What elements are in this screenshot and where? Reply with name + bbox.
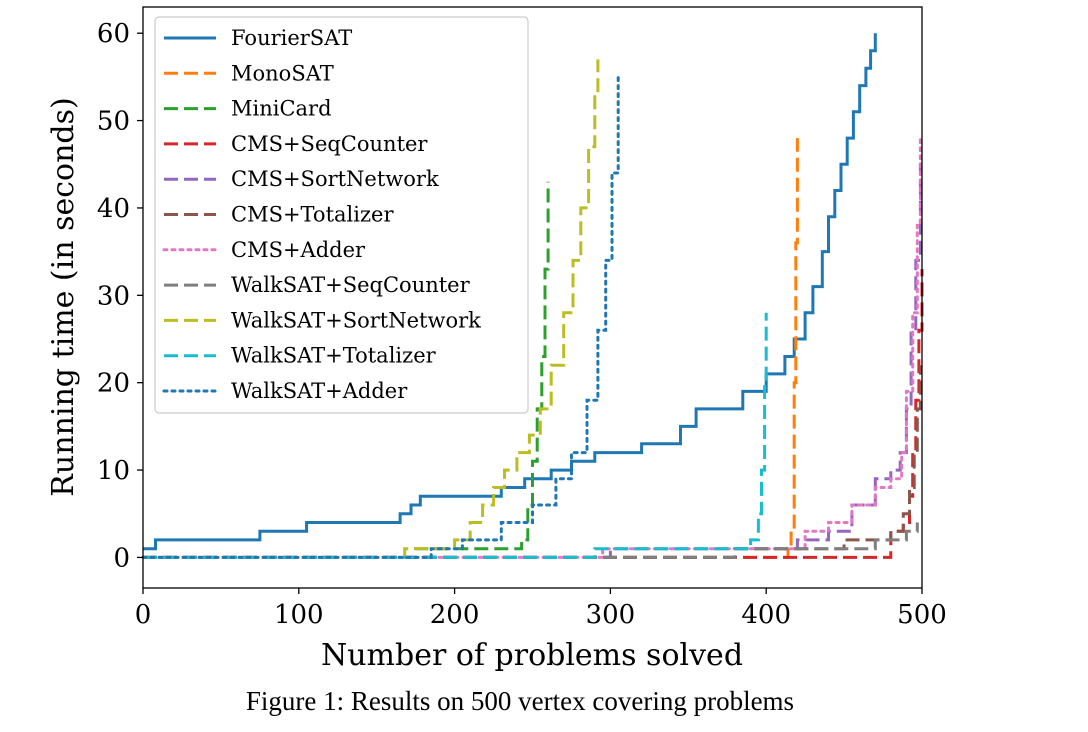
series-line-10 (141, 75, 620, 559)
x-tick-label: 100 (274, 600, 324, 630)
y-tick-label: 20 (97, 369, 130, 399)
plot-frame (142, 6, 923, 589)
x-tick-label: 0 (135, 600, 152, 630)
y-tick-label: 50 (97, 107, 130, 137)
series-line-3 (143, 269, 924, 559)
figure-caption: Figure 1: Results on 500 vertex covering… (245, 686, 795, 716)
series-line-7 (143, 522, 919, 559)
legend-label-4: CMS+SortNetwork (231, 167, 439, 191)
legend-label-7: WalkSAT+SeqCounter (231, 273, 471, 297)
legend-label-10: WalkSAT+Adder (231, 379, 408, 403)
x-tick-label: 200 (430, 600, 480, 630)
legend: FourierSAT MonoSAT MiniCard CMS+SeqCounter C… (154, 16, 529, 414)
series-line-9 (143, 312, 768, 559)
y-axis-label: Running time (in seconds) (46, 97, 81, 496)
x-tick-label: 400 (741, 600, 791, 630)
chart: 0 100 200 300 400 500 0 10 20 30 40 50 60 Number of … (46, 6, 947, 673)
legend-label-8: WalkSAT+SortNetwork (231, 308, 481, 332)
series-layer (141, 33, 924, 559)
legend-label-6: CMS+Adder (231, 238, 366, 262)
legend-label-5: CMS+Totalizer (231, 203, 394, 227)
x-tick-label: 300 (586, 600, 636, 630)
series-line-8 (143, 59, 600, 559)
series-line-2 (143, 181, 550, 559)
legend-label-9: WalkSAT+Totalizer (231, 344, 437, 368)
y-tick-label: 0 (113, 543, 130, 573)
y-tick-label: 10 (97, 456, 130, 486)
legend-box (154, 16, 529, 414)
legend-label-2: MiniCard (231, 97, 332, 121)
legend-label-3: CMS+SeqCounter (231, 132, 428, 156)
y-tick-label: 40 (97, 194, 130, 224)
legend-label-1: MonoSAT (231, 61, 334, 85)
y-tick-label: 30 (97, 281, 130, 311)
x-axis-label: Number of problems solved (321, 638, 743, 673)
x-tick-label: 500 (897, 600, 947, 630)
y-tick-label: 60 (97, 19, 130, 49)
tick-layer: 0 100 200 300 400 500 0 10 20 30 40 50 60 (97, 19, 947, 630)
legend-label-0: FourierSAT (231, 26, 352, 50)
series-line-0 (143, 33, 877, 551)
